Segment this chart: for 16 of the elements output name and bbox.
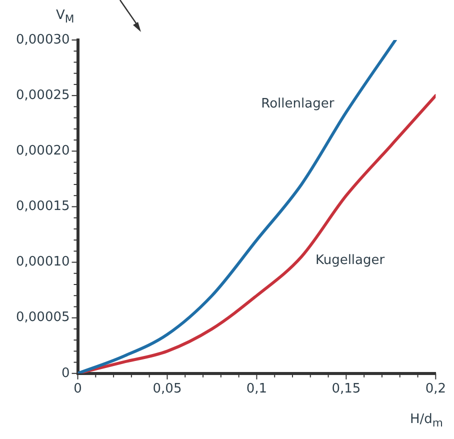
x-tick-label: 0,1 [246, 382, 268, 397]
y-tick-label: 0,00010 [16, 254, 70, 270]
x-tick-label: 0,2 [425, 382, 446, 397]
x-tick-label: 0 [74, 382, 82, 397]
series-label: Kugellager [315, 253, 386, 268]
y-tick-label: 0,00030 [16, 32, 70, 48]
x-axis-title: H/d$_{m}$ [410, 412, 443, 430]
y-tick-label: 0,00025 [16, 88, 70, 103]
x-tick-label: 0,15 [332, 382, 361, 397]
x-tick-label: 0,05 [152, 382, 182, 397]
y-tick-label: 0 [61, 366, 70, 381]
series-label: Rollenlager [261, 96, 335, 112]
y-tick-label: 0,00020 [16, 144, 70, 159]
y-axis-title: V$_{M}$ [56, 8, 74, 26]
y-tick-label: 0,00015 [16, 199, 70, 214]
y-tick-label: 0,00005 [16, 310, 70, 326]
